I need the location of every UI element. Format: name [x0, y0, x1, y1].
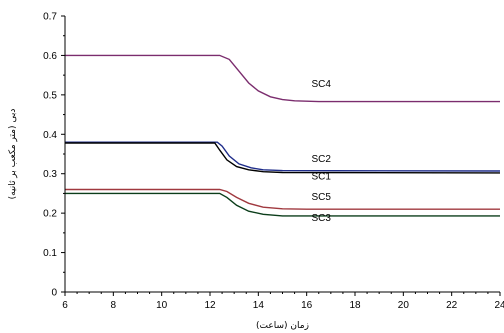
x-tick-label: 14 — [253, 300, 265, 311]
series-label-sc5: SC5 — [311, 192, 331, 203]
x-tick-label: 6 — [62, 300, 68, 311]
series-labels: SC4 SC2 SC1 SC5 SC3 — [311, 79, 331, 224]
y-axis-ticks: 0 0.1 0.2 0.3 0.4 0.5 0.6 0.7 — [43, 12, 65, 299]
series-line-sc1 — [65, 142, 501, 174]
x-axis-title: زمان (ساعت) — [256, 321, 309, 331]
series-lines — [65, 54, 501, 217]
y-tick-label: 0.1 — [43, 248, 57, 259]
x-tick-label: 8 — [111, 300, 117, 311]
y-tick-label: 0.5 — [43, 90, 57, 101]
x-tick-label: 10 — [156, 300, 168, 311]
x-tick-label: 22 — [446, 300, 458, 311]
y-tick-label: 0.7 — [43, 12, 57, 23]
series-label-sc3: SC3 — [311, 213, 331, 224]
y-tick-label: 0.4 — [43, 130, 57, 141]
series-line-sc4 — [65, 54, 500, 103]
y-tick-label: 0 — [51, 288, 57, 299]
x-tick-label: 24 — [494, 300, 504, 311]
series-label-sc2: SC2 — [311, 154, 331, 165]
x-tick-label: 18 — [349, 300, 361, 311]
series-line-sc3 — [65, 192, 500, 217]
series-line-sc2 — [65, 141, 501, 172]
y-axis-title: دبی (متر مکعب بر ثانیه) — [8, 109, 18, 200]
x-axis-ticks: 6 8 10 12 14 16 18 20 22 24 — [62, 292, 504, 311]
x-tick-label: 12 — [204, 300, 216, 311]
x-tick-label: 16 — [301, 300, 313, 311]
series-label-sc1: SC1 — [311, 172, 331, 183]
x-tick-label: 20 — [398, 300, 410, 311]
y-tick-label: 0.6 — [43, 51, 57, 62]
series-line-sc5 — [65, 188, 500, 210]
y-tick-label: 0.2 — [43, 209, 57, 220]
y-tick-label: 0.3 — [43, 169, 57, 180]
series-label-sc4: SC4 — [311, 79, 331, 90]
